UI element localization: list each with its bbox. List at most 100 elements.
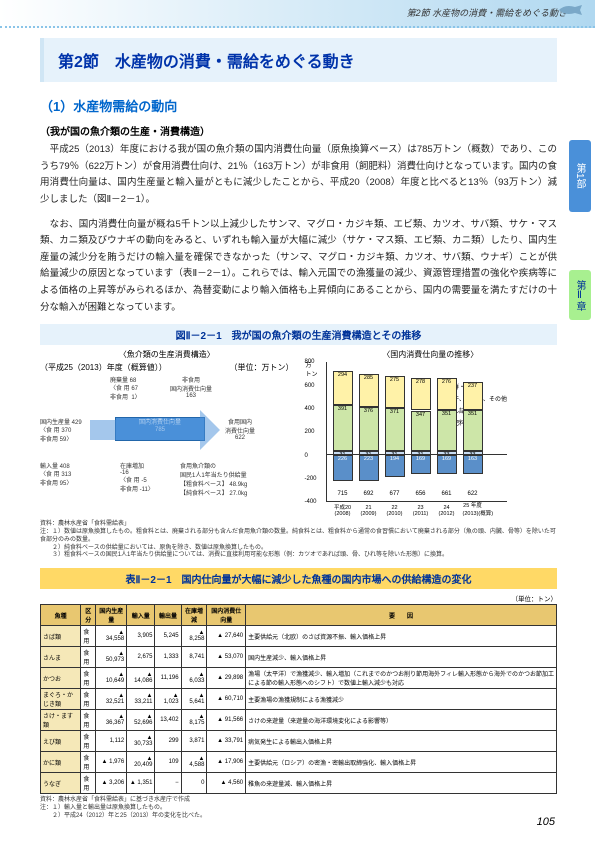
table-header: 輸出量	[155, 605, 181, 626]
bar-segment-feed: 226	[333, 455, 353, 481]
bar-segment: 347	[411, 411, 431, 451]
table-cell: 299	[155, 731, 181, 752]
table-cell: ▲ 4,588	[181, 752, 207, 773]
table-cell: ▲ 8,258	[181, 626, 207, 647]
table-cell: ▲ 33,791	[207, 731, 246, 752]
flow-arrow	[90, 410, 220, 450]
bar-segment-feed: 194	[385, 455, 405, 478]
bar-segment: 275	[385, 376, 405, 408]
table-cell: 食用	[81, 773, 96, 794]
sankey-diagram: 廃棄量 68 〈食 用 67 非食用 1〉 非食用 国内消費仕向量 163 国内…	[40, 375, 294, 505]
table-cell: 3,905	[127, 626, 155, 647]
bar-segment: 376	[359, 407, 379, 451]
bar-segment: 371	[385, 408, 405, 451]
table-cell: 11,196	[155, 668, 181, 689]
y-tick: -400	[305, 499, 317, 505]
table-header: 在庫増減	[181, 605, 207, 626]
table-header: 区分	[81, 605, 96, 626]
y-tick: -200	[305, 476, 317, 482]
table-cell: 食用	[81, 647, 96, 668]
chart-left-sub: （平成25（2013）年度（概算値））	[40, 362, 167, 373]
bar-segment: 391	[333, 405, 353, 451]
chart-right: 〈国内消費仕向量の推移〉 万 トン 生鮮・冷凍塩干、くん製、その他かん詰飼肥料 …	[304, 349, 558, 505]
chart-area: 〈魚介類の生産消費構造〉 （平成25（2013）年度（概算値））（単位：万トン）…	[40, 349, 557, 505]
y-tick: 600	[305, 383, 315, 389]
table-cell: 国内生産減少、輸入価格上昇	[246, 647, 557, 668]
table-unit: （単位：トン）	[40, 593, 557, 603]
table-header: 要 因	[246, 605, 557, 626]
side-tab-part1: 第1部	[569, 140, 591, 212]
y-tick: 800	[305, 359, 315, 365]
table-label: 表Ⅱ－2－1 国内仕向量が大幅に減少した魚種の国内市場への供給構造の変化	[40, 568, 557, 589]
table-cell: 109	[155, 752, 181, 773]
data-table: 魚種区分国内生産量輸入量輸出量在庫増減国内消費仕向量要 因さば類食用▲ 34,5…	[40, 604, 557, 794]
table-cell: 食用	[81, 626, 96, 647]
x-label: 24 (2012)	[437, 505, 457, 517]
y-tick: 200	[305, 429, 315, 435]
table-header: 国内消費仕向量	[207, 605, 246, 626]
table-cell: ▲ 30,733	[127, 731, 155, 752]
table-cell: ▲ 27,640	[207, 626, 246, 647]
y-tick: 0	[305, 453, 308, 459]
x-label: 23 (2011)	[411, 505, 431, 517]
table-cell: 1,112	[96, 731, 127, 752]
bar-segment: 351	[463, 410, 483, 451]
table-cell: 漁場（太平洋）で漁獲減少、輸入増加（これまでのかつお削り節用海外フィレ輸入形態か…	[246, 668, 557, 689]
table-cell: 5,245	[155, 626, 181, 647]
header-breadcrumb: 第2節 水産物の消費・需給をめぐる動き	[407, 6, 567, 19]
table-cell: 主要漁場の漁獲規制による漁獲減少	[246, 689, 557, 710]
figure-notes: 資料：農林水産省「食料需給表」 注：１）数値は原魚換算したもの。粗食料とは、廃棄…	[40, 521, 557, 560]
stock-detail: 〈食 用 -5 非食用 -11〉	[120, 475, 154, 493]
table-cell: ▲ 29,898	[207, 668, 246, 689]
table-notes: 資料：農林水産省「食料需給表」に基づき水産庁で作成 注：１）輸入量と輸出量は原魚…	[40, 797, 557, 820]
bar-segment-feed: 169	[437, 455, 457, 475]
table-row: かつお食用▲ 10,649▲ 14,08611,196▲ 6,033▲ 29,8…	[41, 668, 557, 689]
chart-left: 〈魚介類の生産消費構造〉 （平成25（2013）年度（概算値））（単位：万トン）…	[40, 349, 294, 505]
x-label: 平成20 (2008)	[333, 503, 353, 517]
table-cell: かに類	[41, 752, 81, 773]
bar-segment: 285	[359, 374, 379, 407]
table-cell: 稚魚の来遊量減、輸入価格上昇	[246, 773, 557, 794]
table-cell: 病気発生による輸出入価格上昇	[246, 731, 557, 752]
table-cell: うなぎ	[41, 773, 81, 794]
table-cell: ▲ 1,976	[96, 752, 127, 773]
header: 第2節 水産物の消費・需給をめぐる動き	[0, 0, 595, 28]
bar-segment: 237	[463, 382, 483, 410]
table-cell: 主要供給元（北欧）のさば資源不振、輸入価格上昇	[246, 626, 557, 647]
bar-segment-feed: 163	[463, 455, 483, 474]
table-cell: ▲ 14,086	[127, 668, 155, 689]
table-row: かに類食用▲ 1,976▲ 20,409109▲ 4,588▲ 17,906主要…	[41, 752, 557, 773]
y-tick: 400	[305, 406, 315, 412]
bar-segment-feed: 169	[411, 455, 431, 475]
table-row: うなぎ食用▲ 3,206▲ 1,351−0▲ 4,560稚魚の来遊量減、輸入価格…	[41, 773, 557, 794]
table-cell: 食用	[81, 710, 96, 731]
table-cell: ▲ 36,367	[96, 710, 127, 731]
x-label: 21 (2009)	[359, 505, 379, 517]
table-cell: ▲ 1,023	[155, 689, 181, 710]
unit-label: （単位：万トン）	[230, 362, 294, 373]
percap-label: 食用魚介類の 国民1人1年当たり供給量 【粗食料ベース】 48.9kg 【純食料…	[180, 461, 247, 497]
table-cell: ▲ 50,973	[96, 647, 127, 668]
bar-chart: 生鮮・冷凍塩干、くん製、その他かん詰飼肥料 -400-2000200400600…	[326, 362, 508, 502]
bar-segment: 351	[437, 410, 457, 451]
import-detail: 〈食 用 313 非食用 95〉	[40, 469, 72, 487]
bar-segment: 276	[437, 378, 457, 410]
table-cell: 食用	[81, 689, 96, 710]
section-title: 第2節 水産物の消費・需給をめぐる動き	[58, 48, 543, 72]
table-row: さけ・ます類食用▲ 36,367▲ 52,69613,402▲ 8,175▲ 9…	[41, 710, 557, 731]
fish-icon	[557, 4, 587, 16]
table-header: 魚種	[41, 605, 81, 626]
x-label: 25 年度 (2013)(概算)	[463, 501, 483, 517]
table-cell: 3,871	[181, 731, 207, 752]
paragraph-1: 平成25（2013）年度における我が国の魚介類の国内消費仕向量（原魚換算ベース）…	[40, 142, 557, 209]
table-cell: 0	[181, 773, 207, 794]
dom-prod-detail: 〈食 用 370 非食用 59〉	[40, 425, 72, 443]
table-cell: ▲ 32,521	[96, 689, 127, 710]
figure-label: 図Ⅱ－2－1 我が国の魚介類の生産消費構造とその推移	[40, 324, 557, 345]
paragraph-2: なお、国内消費仕向量が概ね5千トン以上減少したサンマ、マグロ・カジキ類、エビ類、…	[40, 217, 557, 317]
subsection-1: （1）水産物需給の動向	[40, 96, 557, 115]
table-cell: 13,402	[155, 710, 181, 731]
table-cell: えび類	[41, 731, 81, 752]
table-cell: ▲ 10,649	[96, 668, 127, 689]
content-area: 第2節 水産物の消費・需給をめぐる動き （1）水産物需給の動向 （我が国の魚介類…	[0, 28, 595, 821]
